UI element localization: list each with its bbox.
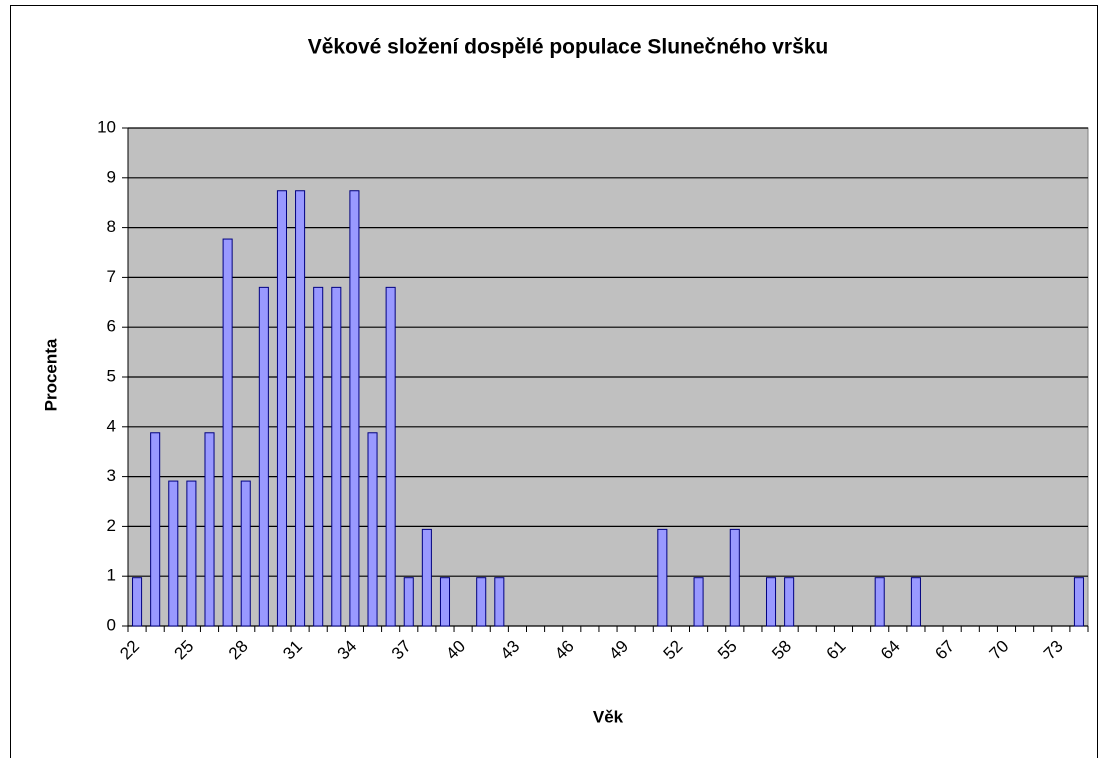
bar — [240, 480, 251, 627]
bar — [657, 528, 668, 627]
bar — [693, 577, 704, 627]
bar — [313, 286, 324, 627]
bar — [421, 528, 432, 627]
y-tick-label: 4 — [107, 416, 116, 435]
y-axis-title: Procenta — [41, 338, 60, 411]
bar — [331, 286, 342, 627]
y-tick-label: 7 — [107, 267, 116, 286]
y-tick-label: 2 — [107, 516, 116, 535]
bar — [874, 577, 885, 627]
bar — [403, 577, 414, 627]
bar — [186, 480, 197, 627]
bar — [349, 190, 360, 627]
bar — [168, 480, 179, 627]
y-tick-label: 6 — [107, 317, 116, 336]
x-axis-title: Věk — [593, 707, 624, 726]
y-tick-label: 9 — [107, 167, 116, 186]
bar — [439, 577, 451, 627]
y-tick-label: 8 — [107, 217, 116, 236]
bar — [494, 577, 505, 627]
bar — [276, 190, 287, 627]
bar — [385, 286, 396, 627]
bar — [910, 577, 921, 627]
y-tick-label: 1 — [107, 566, 116, 585]
bar — [765, 577, 777, 627]
y-tick-label: 3 — [107, 466, 116, 485]
bar — [1073, 577, 1084, 627]
y-tick-label: 10 — [97, 117, 116, 136]
y-tick-label: 5 — [107, 366, 116, 385]
bar — [476, 577, 487, 627]
bar — [204, 432, 215, 627]
bar — [150, 432, 161, 627]
bar — [222, 238, 233, 627]
bar — [367, 432, 378, 627]
chart-title: Věkové složení dospělé populace Slunečné… — [308, 36, 829, 59]
bar — [132, 577, 143, 627]
y-tick-label: 0 — [107, 615, 116, 634]
bar — [295, 190, 306, 627]
bar — [729, 528, 740, 627]
bar — [784, 577, 795, 627]
bar — [258, 286, 269, 627]
